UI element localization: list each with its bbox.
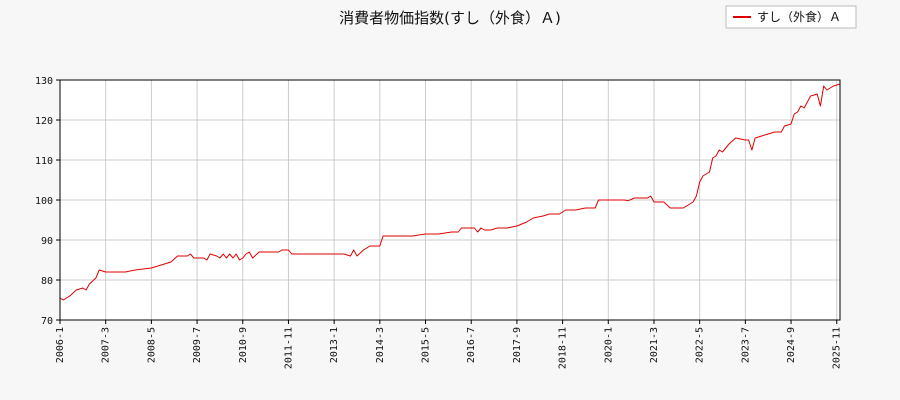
y-tick-label: 90 xyxy=(41,236,53,247)
x-tick-label: 2025-11 xyxy=(832,327,843,369)
legend: すし（外食）Ａ xyxy=(725,5,857,29)
x-tick-label: 2015-5 xyxy=(421,327,432,363)
x-tick-label: 2021-3 xyxy=(649,327,660,363)
y-tick-label: 70 xyxy=(41,316,53,327)
x-tick-label: 2020-1 xyxy=(603,327,614,363)
chart-title: 消費者物価指数(すし（外食）Ａ) xyxy=(339,9,561,27)
x-tick-label: 2009-7 xyxy=(192,327,203,363)
plot-border xyxy=(59,79,841,321)
x-tick-label: 2023-7 xyxy=(740,327,751,363)
y-tick-label: 80 xyxy=(41,276,53,287)
series-line-0 xyxy=(59,83,841,301)
x-tick-label: 2010-9 xyxy=(238,327,249,363)
x-axis: 2006-1 2007-3 2008-5 2009-7 2010-9 2011-11 201… xyxy=(55,320,843,369)
x-tick-label: 2022-5 xyxy=(695,327,706,363)
x-tick-label: 2008-5 xyxy=(146,327,157,363)
legend-box xyxy=(725,5,857,29)
legend-label: すし（外食）Ａ xyxy=(757,9,841,24)
x-tick-label: 2024-9 xyxy=(786,327,797,363)
series-group xyxy=(59,83,841,301)
x-tick-label: 2017-9 xyxy=(512,327,523,363)
x-tick-label: 2013-1 xyxy=(329,327,340,363)
x-tick-label: 2011-11 xyxy=(283,327,294,369)
y-tick-label: 120 xyxy=(35,116,53,127)
x-tick-label: 2016-7 xyxy=(466,327,477,363)
x-tick-label: 2014-3 xyxy=(375,327,386,363)
x-tick-label: 2006-1 xyxy=(55,327,66,363)
x-tick-label: 2018-11 xyxy=(558,327,569,369)
y-tick-label: 130 xyxy=(35,76,53,87)
y-tick-label: 110 xyxy=(35,156,53,167)
y-axis: 70 80 90 100 110 120 130 xyxy=(35,76,60,327)
x-tick-label: 2007-3 xyxy=(101,327,112,363)
y-tick-label: 100 xyxy=(35,196,53,207)
